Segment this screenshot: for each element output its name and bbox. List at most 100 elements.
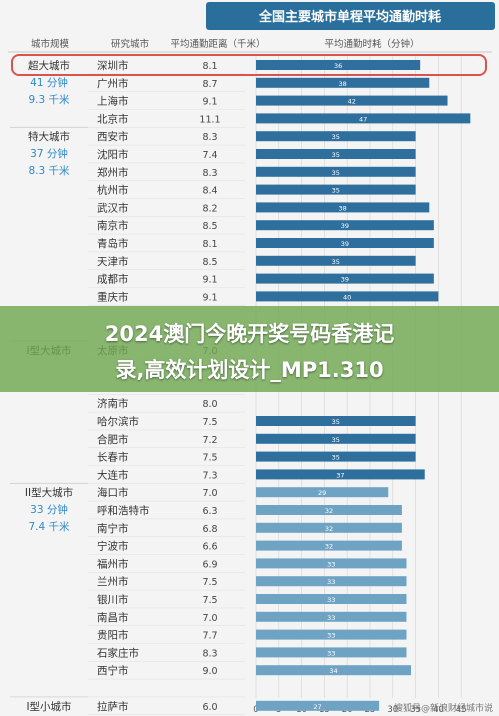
bar: [256, 629, 407, 640]
row-city: 上海市: [97, 95, 129, 108]
bar-label: 39: [341, 276, 349, 284]
bar: [256, 558, 407, 569]
bar-label: 32: [325, 507, 333, 515]
bar: [256, 77, 430, 88]
row-distance: 7.5: [202, 453, 217, 464]
bar-label: 37: [336, 471, 344, 479]
row-distance: 6.0: [202, 702, 217, 713]
bar-label: 33: [327, 614, 335, 622]
bar: [256, 95, 448, 106]
bar: [256, 505, 402, 515]
row-distance: 7.7: [202, 631, 217, 642]
bar-label: 35: [332, 187, 340, 195]
row-distance: 11.1: [199, 114, 220, 125]
row-distance: 9.0: [202, 666, 217, 677]
bar-label: 35: [332, 169, 340, 177]
bar-label: 42: [348, 98, 356, 106]
row-distance: 7.5: [202, 417, 217, 428]
group-time-summary: 41 分钟: [30, 76, 68, 89]
row-city: 西宁市: [97, 664, 129, 677]
row-city: 西安市: [97, 130, 129, 143]
column-header: 平均通勤距离（千米）: [170, 38, 265, 50]
x-tick-label: 30: [387, 705, 398, 715]
bar: [256, 700, 380, 711]
bar-label: 33: [327, 560, 335, 568]
bar: [256, 149, 416, 159]
row-distance: 8.1: [202, 239, 217, 250]
bar-label: 38: [338, 80, 346, 88]
row-city: 大连市: [97, 468, 129, 481]
bar: [256, 647, 407, 658]
bar: [256, 469, 425, 480]
bar: [256, 273, 434, 284]
row-distance: 8.1: [202, 61, 217, 72]
banner-line-1: 2024澳门今晚开奖号码香港记: [104, 322, 395, 346]
row-distance: 8.2: [202, 203, 217, 214]
row-distance: 8.0: [202, 399, 217, 410]
row-distance: 9.1: [202, 97, 217, 108]
row-city: 武汉市: [97, 201, 129, 214]
bar: [256, 540, 402, 551]
bar-label: 35: [332, 418, 340, 426]
overlay-banner: [0, 306, 499, 392]
row-distance: 8.5: [202, 221, 217, 232]
bar-label: 27: [313, 703, 321, 711]
chart-title: 全国主要城市单程平均通勤时耗: [258, 9, 441, 25]
row-city: 宁波市: [97, 540, 129, 553]
row-distance: 8.7: [202, 79, 217, 90]
bar-label: 35: [332, 258, 340, 266]
banner-line-2: 录,高效计划设计_MP1.310: [115, 358, 384, 382]
bar-label: 29: [318, 489, 326, 497]
bar: [256, 166, 416, 177]
bar: [256, 416, 416, 426]
bar: [256, 611, 407, 622]
row-distance: 7.4: [202, 150, 217, 161]
bar: [256, 202, 430, 213]
bar: [256, 487, 389, 498]
bar-label: 35: [332, 151, 340, 159]
row-city: 福州市: [97, 557, 129, 570]
row-city: 广州市: [97, 77, 129, 90]
bar-label: 33: [327, 578, 335, 586]
bar: [256, 184, 416, 195]
x-tick-label: 35: [410, 705, 421, 715]
row-city: 杭州市: [97, 184, 129, 197]
group-distance-summary: 8.3 千米: [28, 164, 70, 177]
row-distance: 8.3: [202, 168, 217, 179]
bar: [256, 113, 471, 124]
row-city: 天津市: [97, 255, 129, 268]
bar: [256, 433, 416, 444]
row-city: 海口市: [97, 486, 129, 499]
row-city: 哈尔滨市: [97, 415, 139, 428]
bar: [256, 60, 421, 70]
row-distance: 7.2: [202, 435, 217, 446]
row-distance: 9.1: [202, 275, 217, 286]
row-distance: 8.3: [202, 132, 217, 143]
row-city: 长春市: [97, 451, 129, 464]
highlight-box: [11, 54, 487, 76]
row-distance: 6.6: [202, 542, 217, 553]
row-distance: 7.5: [202, 595, 217, 606]
bar-label: 33: [327, 649, 335, 657]
bar-label: 35: [332, 133, 340, 141]
bar: [256, 522, 402, 533]
row-city: 重庆市: [97, 290, 129, 303]
row-city: 南昌市: [97, 611, 129, 624]
row-distance: 7.0: [202, 613, 217, 624]
row-city: 兰州市: [97, 575, 129, 588]
bar: [256, 255, 416, 266]
row-city: 银川市: [97, 593, 129, 606]
row-city: 呼和浩特市: [97, 504, 150, 517]
x-tick-label: 40: [433, 705, 444, 715]
column-header: 城市规模: [31, 38, 70, 50]
bar: [256, 665, 412, 676]
group-time-summary: 33 分钟: [30, 503, 68, 516]
row-city: 合肥市: [97, 433, 129, 446]
row-city: 拉萨市: [97, 700, 129, 713]
group-distance-summary: 9.3 千米: [28, 93, 70, 106]
row-distance: 7.3: [202, 470, 217, 481]
group-name: 特大城市: [28, 130, 70, 143]
bar: [256, 291, 439, 302]
